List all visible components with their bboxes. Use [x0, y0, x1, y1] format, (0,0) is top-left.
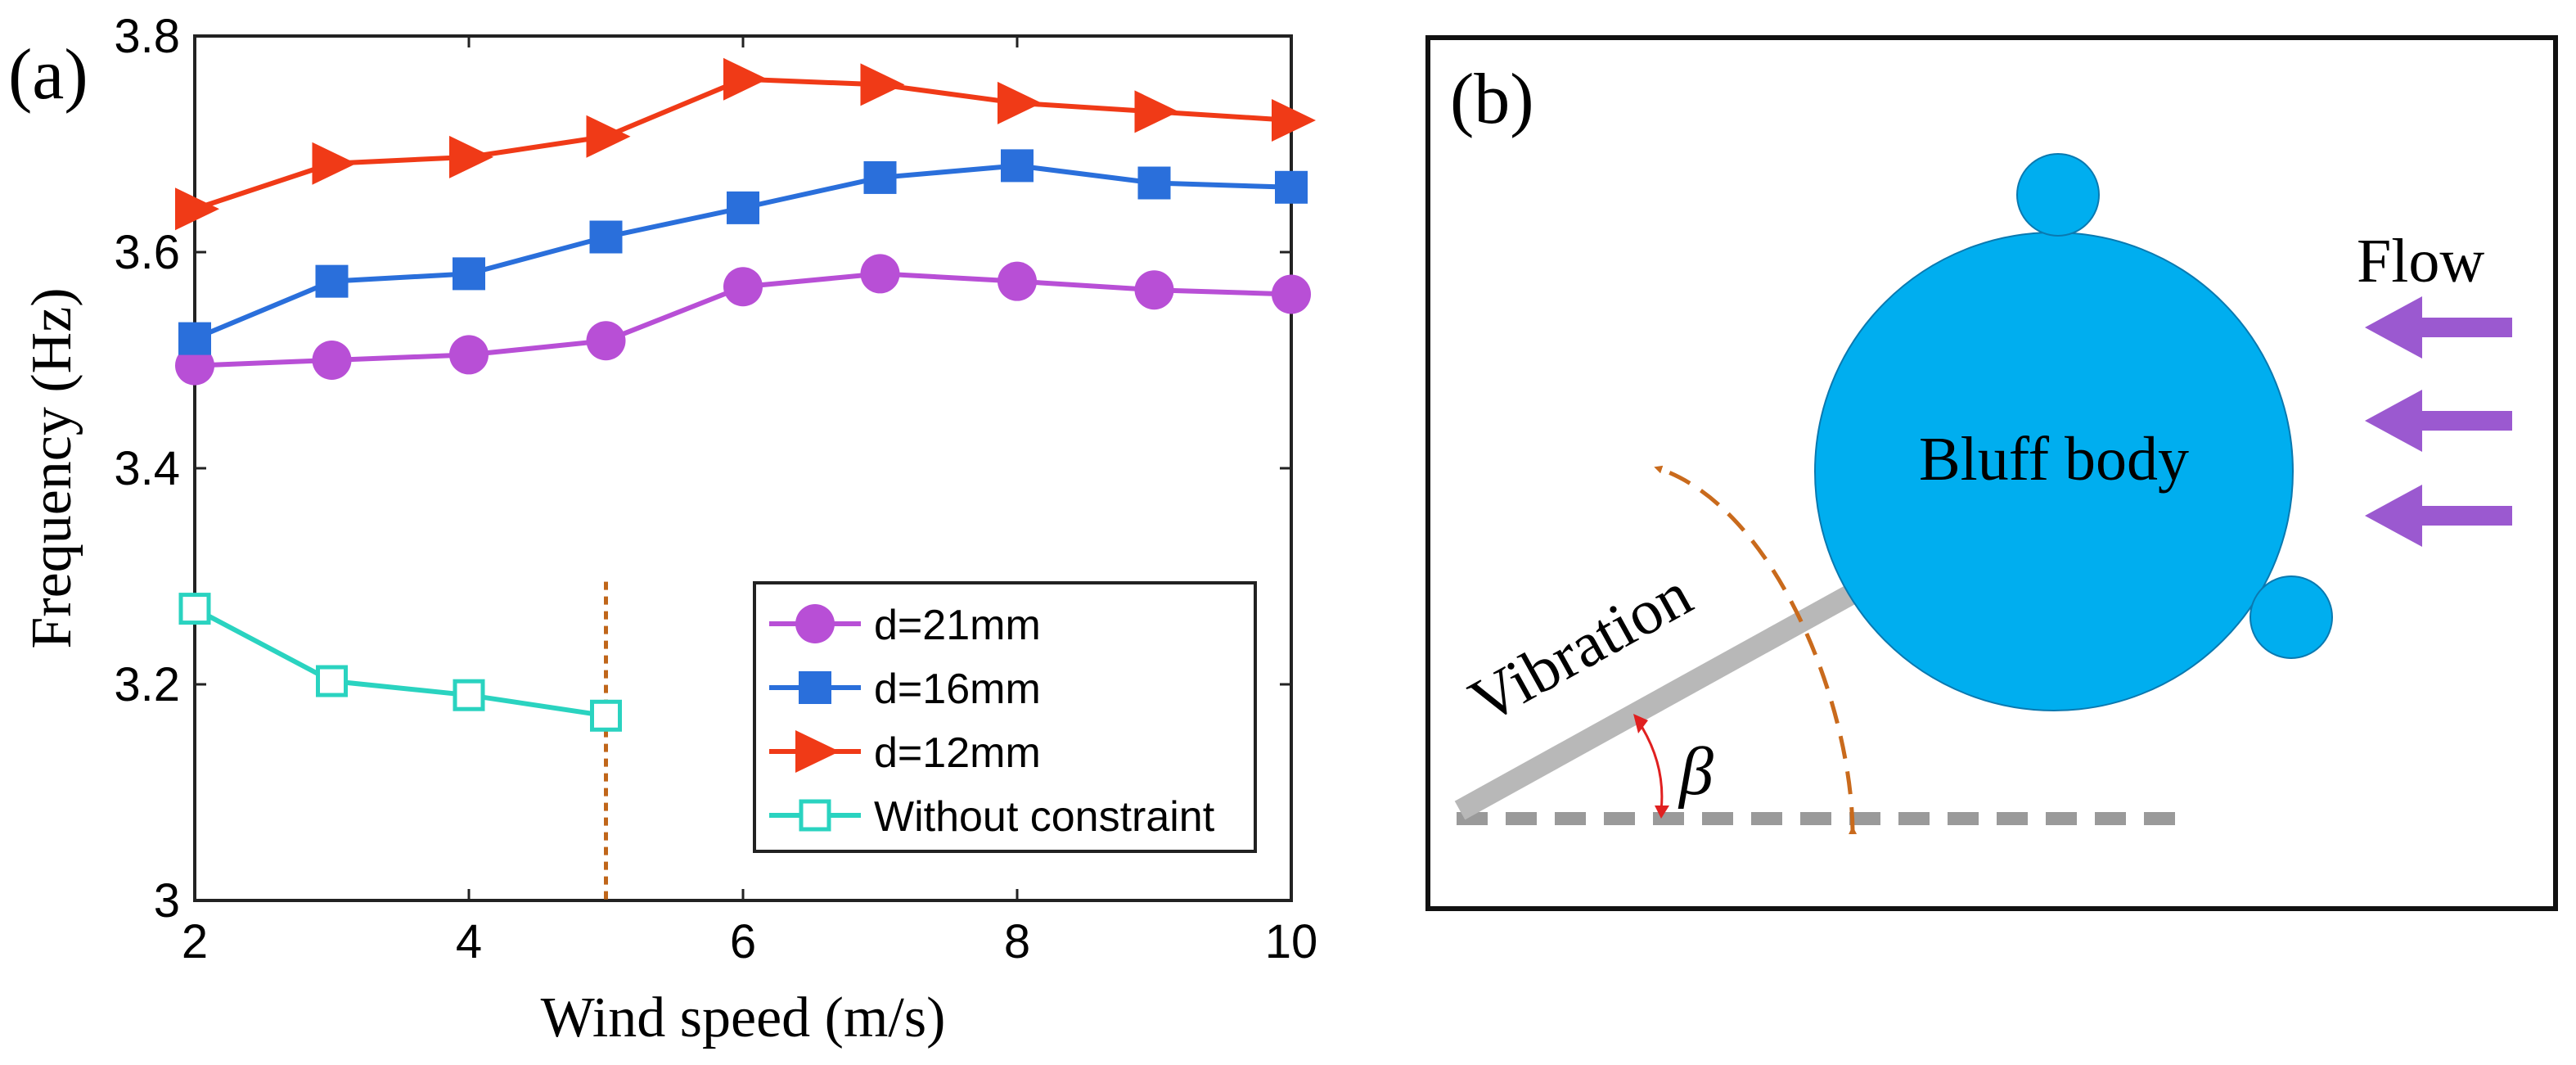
data-point	[863, 160, 897, 194]
legend-item: d=21mm	[769, 602, 1041, 649]
data-point	[860, 254, 900, 294]
legend-box	[753, 581, 1257, 853]
data-point	[723, 267, 763, 307]
data-point	[998, 261, 1037, 301]
data-point	[1275, 170, 1308, 204]
flow-arrows	[2365, 296, 2512, 547]
data-point	[315, 264, 349, 298]
legend-label: d=16mm	[874, 666, 1041, 713]
x-tick-label: 2	[182, 915, 208, 968]
data-point	[453, 257, 485, 291]
legend: d=21mm d=16mm d=12mm Without constraint	[753, 581, 1257, 853]
data-point	[860, 63, 905, 106]
legend-label: d=21mm	[874, 602, 1041, 649]
data-point	[175, 187, 219, 231]
x-tick-label: 8	[1004, 915, 1030, 968]
data-point	[1137, 166, 1171, 200]
series-layer	[175, 57, 1316, 732]
beta-angle-arc	[1638, 723, 1664, 811]
data-point	[178, 593, 211, 625]
y-tick-label: 3.2	[114, 658, 180, 711]
data-point	[449, 135, 493, 178]
small-cylinder-right	[2249, 575, 2333, 659]
y-tick-label: 3.4	[114, 442, 180, 495]
data-point	[316, 665, 348, 697]
legend-marker	[795, 730, 840, 773]
series-1	[175, 254, 1311, 386]
flow-arrow-icon	[2365, 390, 2512, 452]
y-axis-label: Frequency (Hz)	[20, 287, 83, 648]
data-point	[589, 220, 623, 254]
series-3	[175, 57, 1316, 231]
legend-items: d=21mm d=16mm d=12mm Without constraint	[769, 602, 1215, 841]
series-line	[193, 606, 606, 719]
vibration-arc-arrow	[1654, 465, 1858, 835]
y-tick-label: 3.8	[114, 10, 180, 63]
y-tick-label: 3.6	[114, 226, 180, 279]
x-tick-label: 4	[456, 915, 482, 968]
panel-b-frame	[1425, 35, 2558, 911]
flow-arrow-icon	[2365, 296, 2512, 359]
data-point	[453, 679, 485, 711]
legend-marker	[799, 671, 831, 704]
data-point	[175, 345, 214, 386]
data-point	[449, 335, 489, 375]
legend-item: d=12mm	[769, 729, 1041, 777]
axis-tick-labels: 2 4 6 8 10 3 3.2 3.4 3.6 3.8	[114, 10, 1317, 968]
data-point	[1134, 90, 1179, 133]
data-point	[312, 341, 352, 380]
series-4	[178, 593, 622, 732]
x-axis-label: Wind speed (m/s)	[541, 986, 946, 1049]
x-tick-label: 10	[1265, 915, 1318, 968]
panel-b-label: (b)	[1450, 60, 1534, 139]
axis-ticks	[193, 34, 1293, 902]
panel-b-diagram: (b) Bluff body Flow Vibration β	[1425, 35, 2558, 911]
data-point	[1001, 149, 1034, 183]
legend-label: Without constraint	[874, 793, 1215, 841]
data-point	[1134, 270, 1174, 310]
vibration-label: Vibration	[1457, 557, 1703, 737]
panel-a-line-chart: (a) 2 4 6 8 10 3 3.2 3.4 3.6 3.8 Wind speed (m/s)…	[8, 10, 1317, 1049]
legend-label: d=12mm	[874, 729, 1041, 777]
data-point	[586, 115, 631, 158]
data-point	[312, 142, 357, 185]
panel-a-label: (a)	[8, 35, 88, 115]
angle-beta-label: β	[1678, 733, 1714, 810]
data-point	[998, 81, 1042, 124]
small-cylinder-top	[2016, 153, 2100, 237]
legend-item: d=16mm	[769, 666, 1041, 713]
data-point	[1272, 98, 1316, 142]
data-point	[1272, 274, 1311, 314]
legend-marker	[795, 604, 835, 643]
data-point	[727, 191, 759, 224]
data-point	[590, 699, 622, 732]
x-tick-label: 6	[730, 915, 756, 968]
data-point	[586, 321, 626, 361]
beta-arc-arrowhead-bottom	[1655, 806, 1669, 819]
legend-item: Without constraint	[769, 793, 1215, 841]
series-line	[194, 76, 1292, 212]
data-point	[178, 322, 211, 355]
series-2	[178, 149, 1308, 355]
beta-arc-arrowhead-top	[1633, 714, 1648, 733]
bluff-body-label: Bluff body	[1919, 425, 2189, 494]
flow-label: Flow	[2357, 227, 2484, 296]
y-tick-label: 3	[154, 874, 180, 927]
legend-marker	[799, 799, 831, 832]
flow-arrow-icon	[2365, 485, 2512, 547]
data-point	[723, 57, 768, 101]
